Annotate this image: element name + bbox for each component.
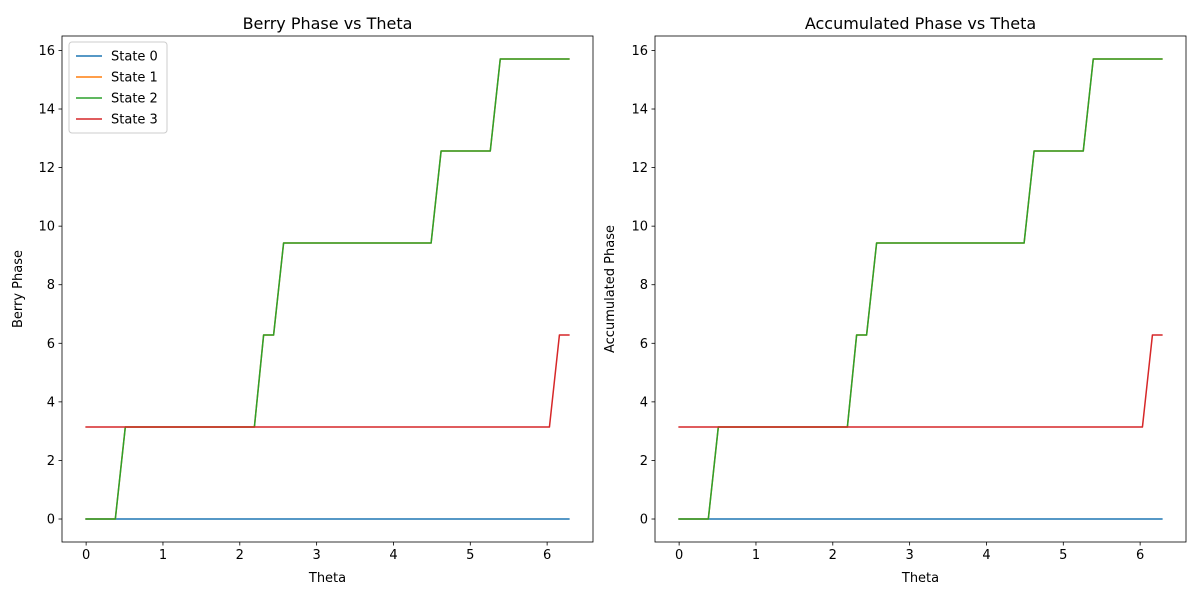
chart-1-y-tick-label: 4 xyxy=(47,395,55,410)
chart-2-axes-frame xyxy=(654,35,1187,543)
chart-1-x-tick-label: 4 xyxy=(389,548,397,563)
chart-1-y-axis-label: Berry Phase xyxy=(11,250,26,328)
chart-1-y-tick-label: 16 xyxy=(38,44,55,59)
chart-2-y-tick-label: 16 xyxy=(631,44,648,59)
chart-1-x-tick-label: 2 xyxy=(236,548,244,563)
chart-1-title: Berry Phase vs Theta xyxy=(243,14,413,33)
chart-2-x-tick-label: 3 xyxy=(905,548,913,563)
chart-1-axes-frame xyxy=(61,35,594,543)
chart-2-y-tick-label: 14 xyxy=(631,103,648,118)
chart-1-y-tick-label: 10 xyxy=(38,220,55,235)
chart-2-x-tick-label: 6 xyxy=(1136,548,1144,563)
chart-1-legend-label: State 3 xyxy=(111,113,158,128)
chart-1-x-tick-label: 6 xyxy=(543,548,551,563)
chart-1-y-tick-label: 0 xyxy=(47,513,55,528)
chart-1-x-tick-label: 1 xyxy=(159,548,167,563)
chart-2-series-line-3 xyxy=(678,334,1163,428)
chart-2-y-tick-label: 2 xyxy=(640,454,648,469)
chart-2-x-tick-label: 2 xyxy=(829,548,837,563)
chart-1-legend-box xyxy=(68,41,168,134)
chart-2-y-tick-label: 4 xyxy=(640,395,648,410)
chart-1-series-line-3 xyxy=(85,334,570,428)
chart-2-x-tick-label: 0 xyxy=(675,548,683,563)
chart-1-x-tick-label: 3 xyxy=(312,548,320,563)
chart-2-y-tick-label: 0 xyxy=(640,513,648,528)
chart-2-y-tick-label: 10 xyxy=(631,220,648,235)
chart-2-y-axis-label: Accumulated Phase xyxy=(603,225,618,353)
chart-2-x-tick-label: 1 xyxy=(752,548,760,563)
chart-2-x-tick-label: 5 xyxy=(1059,548,1067,563)
chart-2-x-tick-label: 4 xyxy=(982,548,990,563)
chart-2-title: Accumulated Phase vs Theta xyxy=(805,14,1036,33)
chart-1-series-line-2 xyxy=(85,58,570,520)
chart-1-x-tick-label: 0 xyxy=(82,548,90,563)
chart-1-x-tick-label: 5 xyxy=(466,548,474,563)
chart-1-y-tick-label: 6 xyxy=(47,337,55,352)
chart-1-y-tick-label: 14 xyxy=(38,103,55,118)
chart-1-legend-label: State 2 xyxy=(111,92,158,107)
chart-1-y-tick-label: 12 xyxy=(38,161,55,176)
chart-1-legend-label: State 1 xyxy=(111,71,158,86)
chart-2-x-axis-label: Theta xyxy=(901,571,939,586)
chart-2-y-tick-label: 8 xyxy=(640,278,648,293)
chart-2-y-tick-label: 12 xyxy=(631,161,648,176)
chart-2-series-line-2 xyxy=(678,58,1163,520)
chart-1-y-tick-label: 8 xyxy=(47,278,55,293)
chart-1-legend-label: State 0 xyxy=(111,50,158,65)
chart-2-y-tick-label: 6 xyxy=(640,337,648,352)
chart-1-y-tick-label: 2 xyxy=(47,454,55,469)
chart-1-x-axis-label: Theta xyxy=(308,571,346,586)
